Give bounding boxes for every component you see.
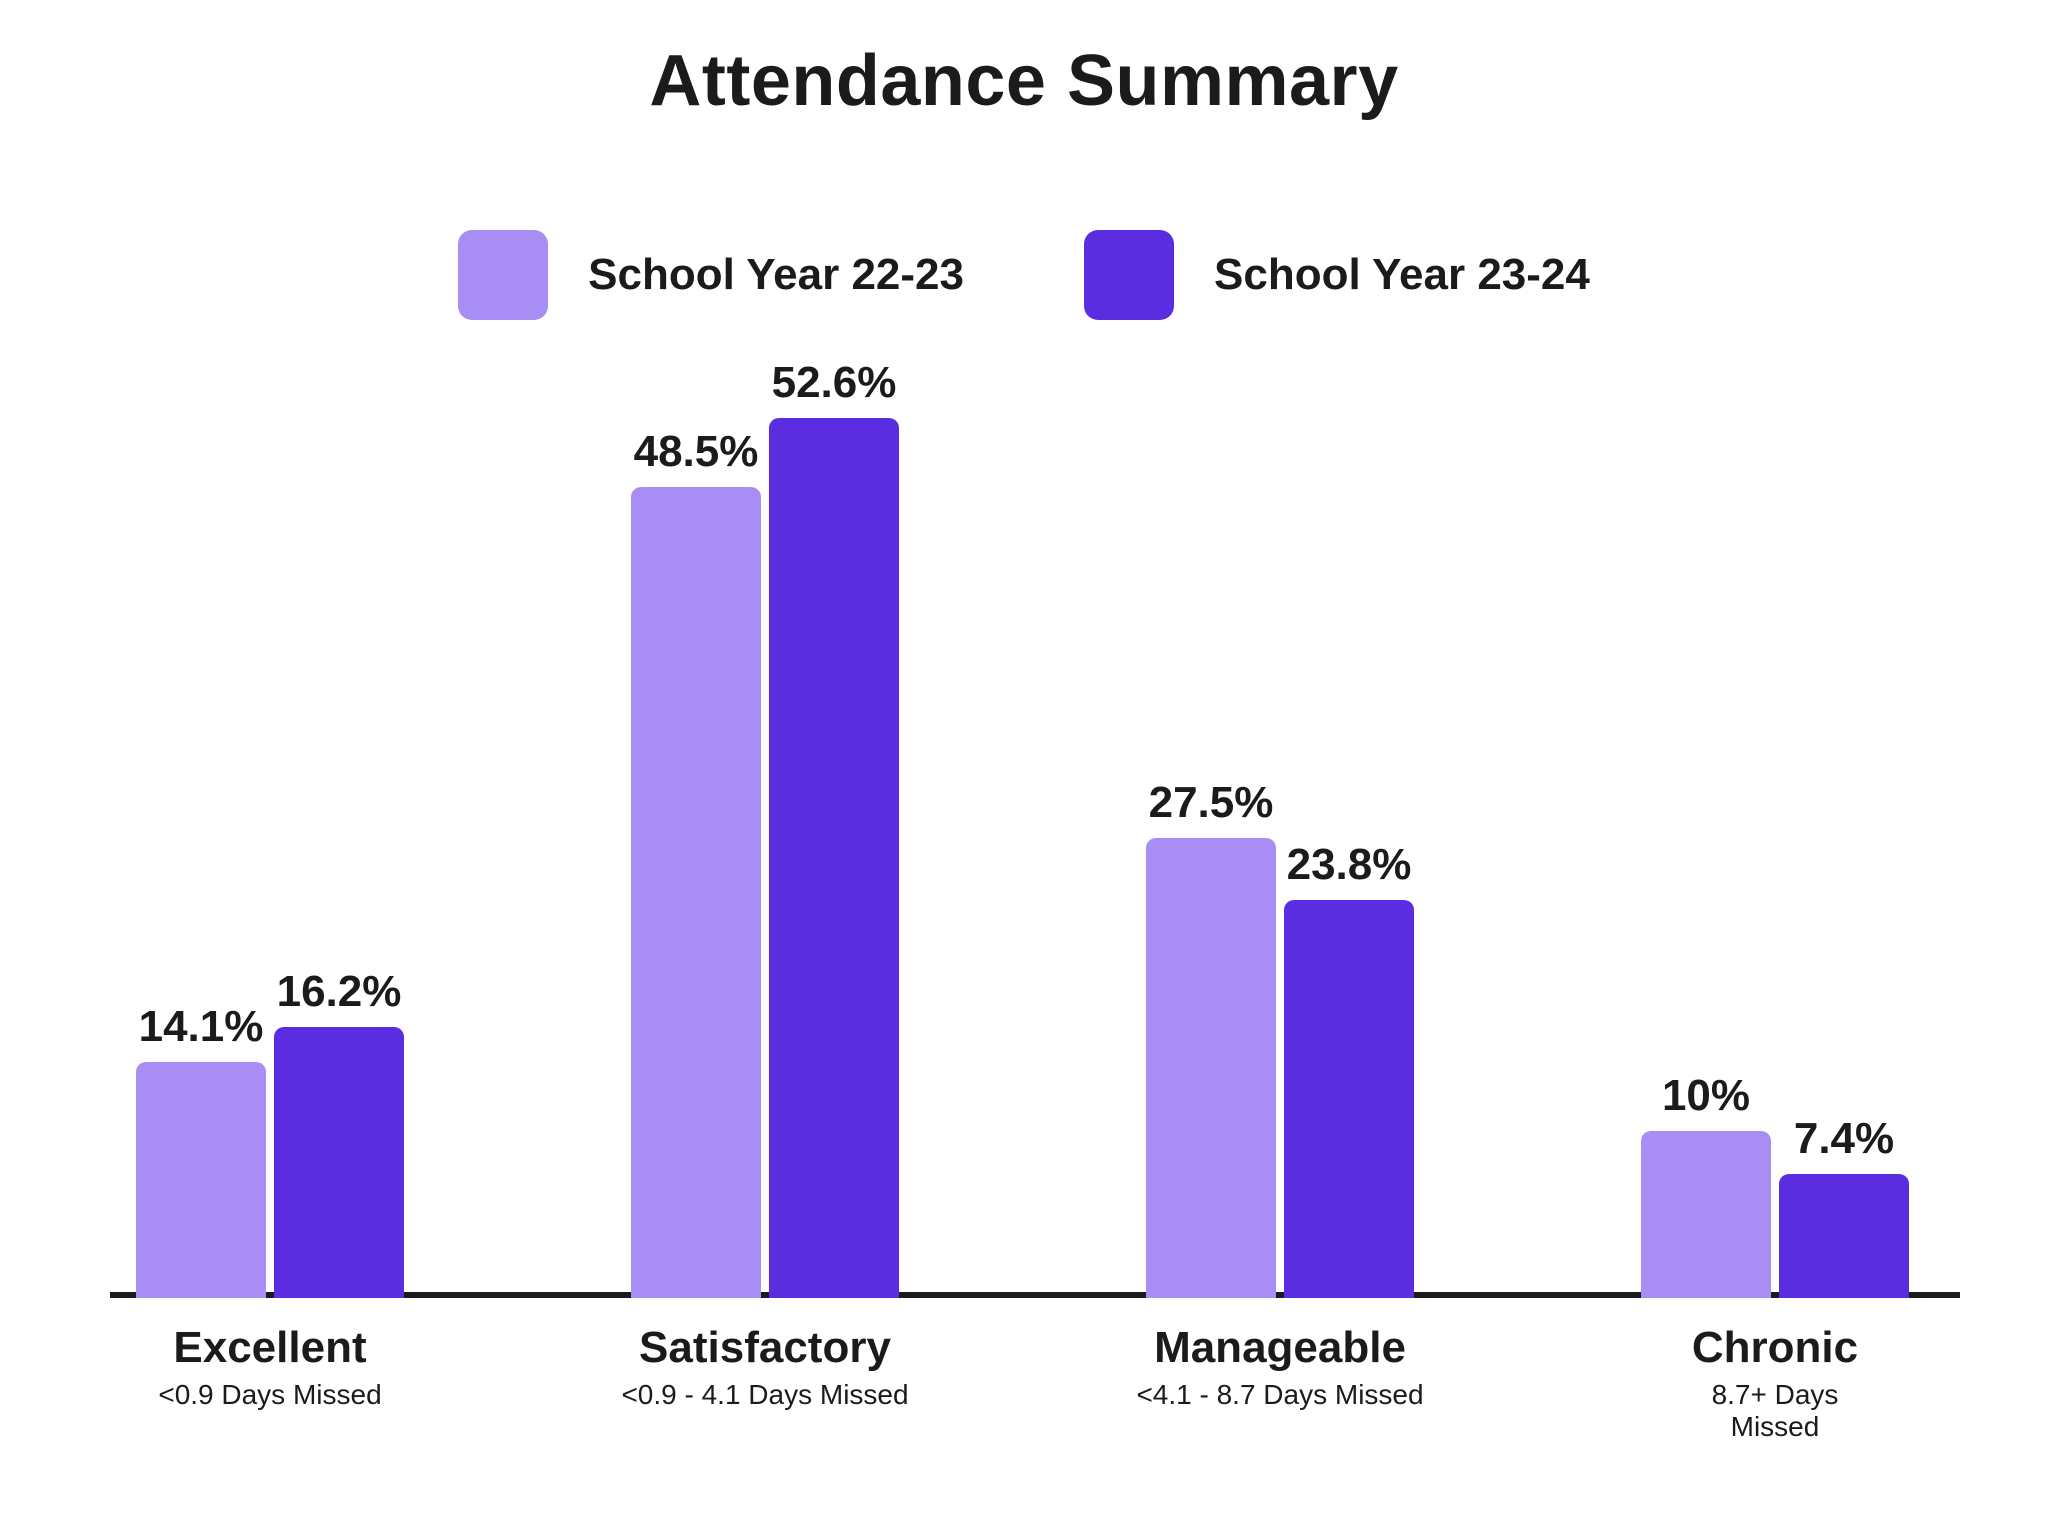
category-subtitle: 8.7+ Days Missed — [1683, 1379, 1868, 1443]
category-name: Manageable — [1136, 1323, 1423, 1373]
bar-value-label: 10% — [1662, 1071, 1750, 1131]
bar-value-label: 16.2% — [277, 967, 402, 1027]
legend-swatch-icon — [1084, 230, 1174, 320]
x-axis-label: Chronic 8.7+ Days Missed — [1683, 1323, 1868, 1443]
legend-item: School Year 23-24 — [1084, 230, 1590, 320]
bar: 7.4% — [1779, 1174, 1909, 1298]
bar-value-label: 14.1% — [139, 1002, 264, 1062]
bar: 23.8% — [1284, 900, 1414, 1298]
legend-label: School Year 23-24 — [1214, 250, 1590, 300]
bar: 27.5% — [1146, 838, 1276, 1298]
bar-group: 27.5%23.8% — [1146, 838, 1414, 1298]
bar-value-label: 23.8% — [1287, 840, 1412, 900]
category-subtitle: <0.9 Days Missed — [158, 1379, 381, 1411]
x-axis-label: Manageable <4.1 - 8.7 Days Missed — [1136, 1323, 1423, 1411]
legend-swatch-icon — [458, 230, 548, 320]
legend-item: School Year 22-23 — [458, 230, 964, 320]
bar: 52.6% — [769, 418, 899, 1298]
x-axis-label: Excellent <0.9 Days Missed — [158, 1323, 381, 1411]
x-axis-labels: Excellent <0.9 Days Missed Satisfactory <0.… — [110, 1323, 1960, 1453]
bar-group: 10%7.4% — [1641, 1131, 1909, 1298]
x-axis-label: Satisfactory <0.9 - 4.1 Days Missed — [621, 1323, 908, 1411]
bar: 10% — [1641, 1131, 1771, 1298]
bar-group: 48.5%52.6% — [631, 418, 899, 1298]
category-subtitle: <0.9 - 4.1 Days Missed — [621, 1379, 908, 1411]
legend: School Year 22-23 School Year 23-24 — [0, 230, 2048, 320]
legend-label: School Year 22-23 — [588, 250, 964, 300]
category-subtitle: <4.1 - 8.7 Days Missed — [1136, 1379, 1423, 1411]
bar: 14.1% — [136, 1062, 266, 1298]
bar-group: 14.1%16.2% — [136, 1027, 404, 1298]
bar-value-label: 52.6% — [772, 358, 897, 418]
attendance-summary-chart: Attendance Summary School Year 22-23 Sch… — [0, 0, 2048, 1513]
chart-plot-area: 14.1%16.2%48.5%52.6%27.5%23.8%10%7.4% — [110, 378, 1960, 1298]
chart-title: Attendance Summary — [0, 40, 2048, 122]
bar: 48.5% — [631, 487, 761, 1298]
bar-value-label: 7.4% — [1794, 1114, 1894, 1174]
bar: 16.2% — [274, 1027, 404, 1298]
bar-value-label: 48.5% — [634, 427, 759, 487]
category-name: Chronic — [1683, 1323, 1868, 1373]
category-name: Excellent — [158, 1323, 381, 1373]
bar-value-label: 27.5% — [1149, 778, 1274, 838]
category-name: Satisfactory — [621, 1323, 908, 1373]
